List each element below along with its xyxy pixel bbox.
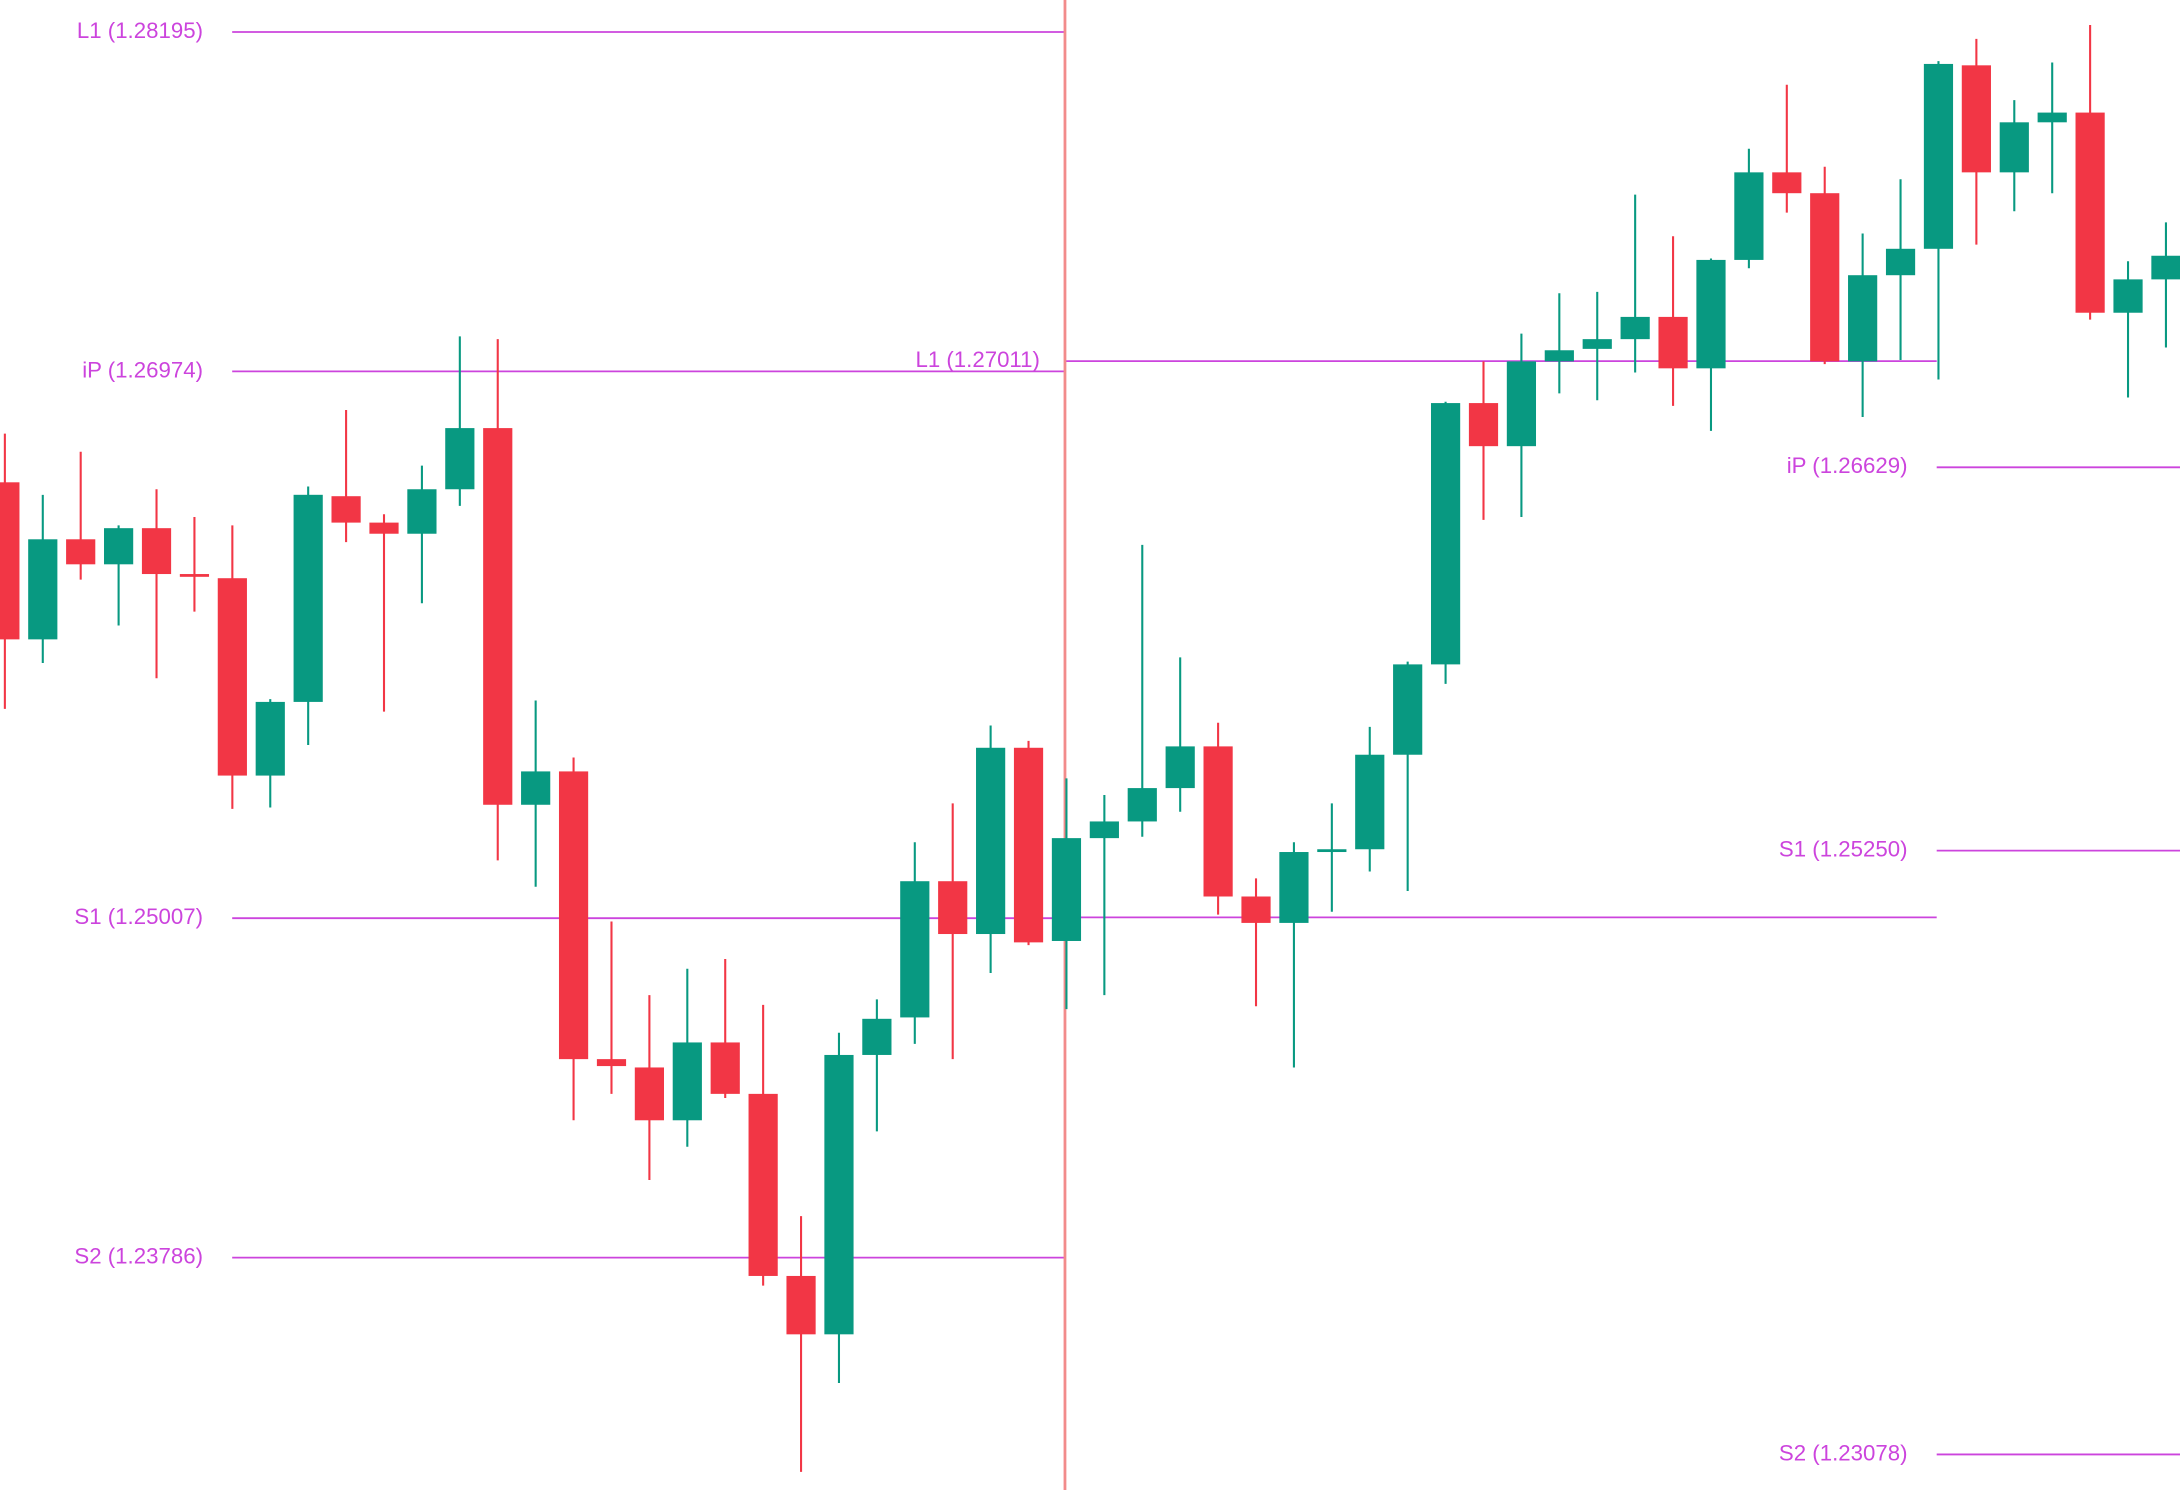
- candle-body: [1089, 821, 1119, 839]
- candle-body: [1051, 838, 1082, 941]
- candle-body: [1696, 259, 1726, 369]
- candle-body: [28, 539, 58, 640]
- candle-body: [1468, 403, 1499, 447]
- candle-body: [293, 494, 323, 702]
- candle-body: [672, 1042, 702, 1121]
- candle-body: [1885, 248, 1916, 276]
- pivot-levels: L1 (1.28195) iP (1.26974) S1 (1.25007) S2 (…: [74, 18, 2180, 1465]
- pivot-label: L1 (1.27011): [915, 347, 1039, 372]
- candle-body: [938, 881, 968, 935]
- candles: [0, 25, 2180, 1472]
- candle-body: [445, 428, 475, 490]
- candle-body: [1999, 122, 2029, 173]
- candle-body: [1620, 316, 1650, 340]
- candle-body: [521, 771, 551, 805]
- pivot-label: iP (1.26629): [1787, 453, 1908, 478]
- candle-body: [331, 496, 361, 523]
- candle-body: [1734, 172, 1764, 260]
- candle-body: [1961, 65, 1991, 173]
- candle-body: [1203, 746, 1233, 897]
- candle-body: [0, 482, 20, 640]
- candle-body: [2113, 279, 2143, 313]
- pivot-label: S1 (1.25007): [74, 904, 203, 929]
- pivot-label: S1 (1.25250): [1779, 837, 1908, 862]
- candle-body: [1810, 193, 1840, 362]
- candle-body: [179, 574, 210, 577]
- candle-body: [1013, 747, 1044, 943]
- candle-body: [369, 522, 399, 534]
- candle-body: [596, 1059, 627, 1067]
- candle-body: [748, 1093, 778, 1276]
- candle-body: [483, 428, 513, 805]
- candle-body: [141, 528, 172, 575]
- candle-body: [976, 747, 1006, 935]
- candle-body: [1165, 746, 1195, 789]
- candle-body: [104, 528, 134, 565]
- candle-body: [1582, 339, 1612, 349]
- candle-body: [558, 771, 589, 1060]
- pivot-label: iP (1.26974): [82, 357, 203, 382]
- candle-body: [1127, 788, 1157, 822]
- candle-body: [786, 1275, 816, 1335]
- candle-body: [1279, 852, 1309, 923]
- candle-body: [1393, 664, 1423, 755]
- candle-body: [1848, 275, 1878, 362]
- candle-body: [407, 489, 437, 534]
- pivot-label: S2 (1.23078): [1779, 1440, 1908, 1465]
- candle-body: [1544, 350, 1574, 362]
- candle-body: [1923, 63, 1954, 249]
- candle-body: [824, 1054, 854, 1335]
- candle-body: [1241, 896, 1271, 923]
- candle-body: [862, 1018, 892, 1055]
- candle-body: [900, 881, 930, 1018]
- candle-body: [710, 1042, 740, 1094]
- candle-body: [255, 701, 285, 776]
- candle-body: [634, 1067, 664, 1121]
- candle-body: [2075, 112, 2105, 313]
- candle-body: [66, 539, 96, 565]
- candle-body: [1355, 754, 1385, 850]
- candle-body: [1506, 361, 1537, 447]
- candle-body: [217, 578, 247, 776]
- candle-body: [1317, 849, 1347, 853]
- candle-body: [1430, 403, 1461, 665]
- pivot-label: L1 (1.28195): [77, 18, 203, 43]
- candle-body: [2037, 112, 2067, 123]
- pivot-label: S2 (1.23786): [74, 1243, 203, 1268]
- candle-body: [1772, 172, 1802, 194]
- candle-body: [2151, 255, 2180, 280]
- candle-body: [1658, 316, 1688, 369]
